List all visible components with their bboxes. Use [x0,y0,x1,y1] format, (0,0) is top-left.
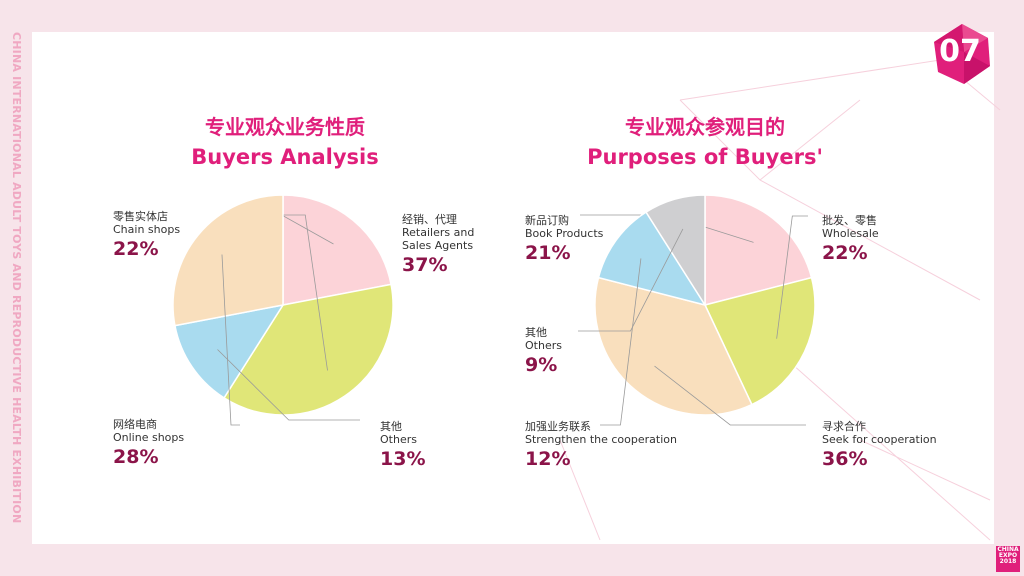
slice-percent: 13% [380,448,426,470]
left-label-online-shops: 网络电商 Online shops 28% [113,418,184,469]
leader-line [221,254,240,426]
slice-percent: 37% [402,254,448,276]
slice-label-en: Seek for cooperation [822,433,937,446]
pie-slice [282,194,392,306]
pie-slice [597,211,707,307]
side-vertical-title: CHINA INTERNATIONAL ADULT TOYS AND REPRO… [10,32,23,524]
slice-percent: 12% [525,448,571,470]
slice-label-en: Strengthen the cooperation [525,433,677,446]
slice-label-en: Wholesale [822,227,879,240]
slice-label-en: Retailers and Sales Agents [402,226,475,252]
right-label-others: 其他 Others 9% [525,326,562,377]
pie-slice [645,194,706,308]
slice-label-cn: 其他 [525,326,547,339]
right-chart-title: 专业观众参观目的 Purposes of Buyers' [570,112,840,172]
leader-line [654,365,806,426]
slice-percent: 22% [113,238,159,260]
leader-line [217,349,360,421]
logo-line: 2018 [999,558,1017,565]
leader-line [578,228,684,332]
logo-line: EXPO [998,552,1018,559]
left-label-retailers: 经销、代理 Retailers and Sales Agents 37% [402,213,482,277]
slice-percent: 28% [113,446,159,468]
pie-slice [704,194,813,306]
left-label-chain-shops: 零售实体店 Chain shops 22% [113,210,180,261]
slice-label-cn: 零售实体店 [113,210,168,223]
slice-label-cn: 寻求合作 [822,420,866,433]
right-label-wholesale: 批发、零售 Wholesale 22% [822,214,879,265]
right-label-strengthen: 加强业务联系 Strengthen the cooperation 12% [525,420,677,471]
slice-label-en: Book Products [525,227,604,240]
slice-label-cn: 经销、代理 [402,213,457,226]
expo-logo: CHINA EXPO 2018 [996,546,1020,572]
slice-label-cn: 加强业务联系 [525,420,591,433]
slice-label-cn: 批发、零售 [822,214,877,227]
slice-percent: 21% [525,242,571,264]
slice-percent: 22% [822,242,868,264]
slice-percent: 36% [822,448,868,470]
logo-line: CHINA [997,546,1019,553]
left-title-en: Buyers Analysis [191,145,379,169]
right-title-en: Purposes of Buyers' [587,145,823,169]
leader-line [600,258,642,426]
slice-label-cn: 其他 [380,420,402,433]
left-label-others: 其他 Others 13% [380,420,425,471]
pie-slice [703,276,816,406]
leader-line [776,215,808,339]
right-title-cn: 专业观众参观目的 [625,115,785,139]
page-number-badge [934,24,990,84]
slice-label-cn: 网络电商 [113,418,157,431]
slice-label-en: Online shops [113,431,185,444]
right-label-seek-cooperation: 寻求合作 Seek for cooperation 36% [822,420,937,471]
pie-slice [174,303,285,399]
left-title-cn: 专业观众业务性质 [205,115,365,139]
slice-label-cn: 新品订购 [525,214,569,227]
slice-percent: 9% [525,354,558,376]
slice-label-en: Chain shops [113,223,181,236]
slice-label-en: Others [525,339,562,352]
leader-line [283,214,328,371]
pie-slice [223,283,394,416]
slice-label-en: Others [380,433,417,446]
left-chart-title: 专业观众业务性质 Buyers Analysis [150,112,420,172]
page-number: 07 [939,34,981,69]
pie-slice [172,194,284,327]
right-label-book-products: 新品订购 Book Products 21% [525,214,603,265]
